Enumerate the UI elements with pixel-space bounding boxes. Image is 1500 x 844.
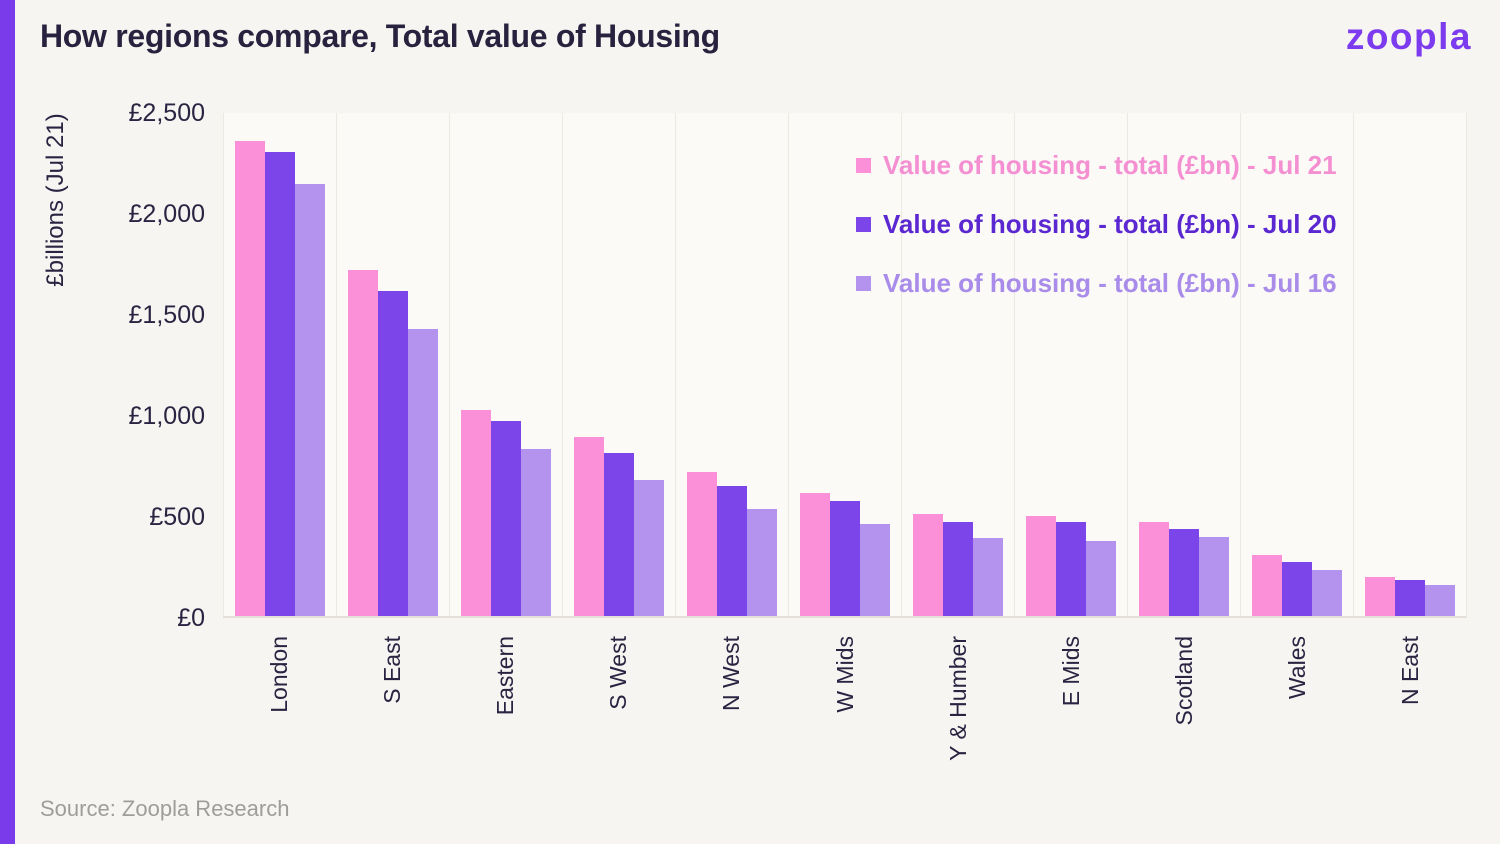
category-cell-y-humber xyxy=(901,113,1014,616)
x-label-cell: N East xyxy=(1354,636,1467,816)
bar-y-humber xyxy=(913,514,943,616)
bar-wales xyxy=(1282,561,1312,616)
x-label-cell: Eastern xyxy=(449,636,562,816)
y-tick-label: £0 xyxy=(177,604,205,632)
y-tick-label: £2,500 xyxy=(128,99,205,127)
x-label-cell: S East xyxy=(336,636,449,816)
category-cell-s-east xyxy=(336,113,449,616)
x-label-cell: Scotland xyxy=(1128,636,1241,816)
legend-label: Value of housing - total (£bn) - Jul 21 xyxy=(883,149,1337,180)
legend-label: Value of housing - total (£bn) - Jul 20 xyxy=(883,208,1337,239)
legend-marker-icon xyxy=(856,216,871,232)
x-label-cell: W Mids xyxy=(788,636,901,816)
y-tick-label: £2,000 xyxy=(128,200,205,228)
bar-e-mids xyxy=(1086,541,1116,616)
legend-marker-icon xyxy=(856,157,871,173)
bar-s-east xyxy=(348,269,378,616)
bar-eastern xyxy=(491,421,521,616)
x-axis-label-e-mids: E Mids xyxy=(1057,636,1084,707)
category-cell-n-east xyxy=(1353,113,1466,616)
category-cell-london xyxy=(223,113,336,616)
bar-s-west xyxy=(634,479,664,616)
x-label-cell: E Mids xyxy=(1015,636,1128,816)
bar-s-east xyxy=(378,290,408,616)
x-axis-label-wales: Wales xyxy=(1283,636,1310,700)
bar-y-humber xyxy=(943,522,973,616)
x-label-cell: London xyxy=(223,636,336,816)
x-label-cell: S West xyxy=(562,636,675,816)
x-axis-label-london: London xyxy=(266,636,293,713)
bar-n-west xyxy=(687,471,717,616)
bar-e-mids xyxy=(1056,522,1086,616)
bar-s-west xyxy=(604,453,634,616)
x-axis-labels: London S East Eastern S West N West W Mids Y &… xyxy=(223,636,1467,816)
source-note: Source: Zoopla Research xyxy=(40,796,290,821)
category-cell-n-west xyxy=(675,113,788,616)
x-axis-label-s-west: S West xyxy=(605,636,632,710)
bar-s-east xyxy=(408,329,438,616)
x-axis-label-eastern: Eastern xyxy=(492,636,519,716)
bar-london xyxy=(265,152,295,616)
legend-marker-icon xyxy=(856,275,871,291)
bar-w-mids xyxy=(830,500,860,616)
bar-eastern xyxy=(521,449,551,616)
x-label-cell: Wales xyxy=(1241,636,1354,816)
chart-legend: Value of housing - total (£bn) - Jul 21 V… xyxy=(856,146,1337,323)
bar-s-west xyxy=(574,437,604,616)
x-axis-label-n-west: N West xyxy=(718,636,745,711)
bar-eastern xyxy=(461,410,491,616)
chart-title: How regions compare, Total value of Hous… xyxy=(40,18,720,54)
bar-y-humber xyxy=(973,538,1003,616)
x-label-cell: Y & Humber xyxy=(902,636,1015,816)
category-cell-w-mids xyxy=(788,113,901,616)
bar-wales xyxy=(1252,555,1282,616)
legend-label: Value of housing - total (£bn) - Jul 16 xyxy=(883,267,1337,298)
bar-london xyxy=(295,183,325,616)
x-axis-label-scotland: Scotland xyxy=(1170,636,1197,726)
x-axis-label-y-humber: Y & Humber xyxy=(944,636,971,761)
category-cell-e-mids xyxy=(1014,113,1127,616)
zoopla-logo: zoopla xyxy=(1345,16,1472,57)
legend-item-jul-21[interactable]: Value of housing - total (£bn) - Jul 21 xyxy=(856,146,1337,184)
category-cell-scotland xyxy=(1127,113,1240,616)
bar-w-mids xyxy=(860,524,890,616)
bar-scotland xyxy=(1169,529,1199,616)
category-cell-eastern xyxy=(449,113,562,616)
bar-n-east xyxy=(1395,579,1425,616)
accent-stripe xyxy=(0,0,15,844)
bar-w-mids xyxy=(800,492,830,616)
bar-n-east xyxy=(1425,584,1455,616)
x-axis-label-n-east: N East xyxy=(1396,636,1423,706)
y-tick-label: £1,500 xyxy=(128,301,205,329)
category-cell-s-west xyxy=(562,113,675,616)
bar-e-mids xyxy=(1026,516,1056,616)
legend-item-jul-16[interactable]: Value of housing - total (£bn) - Jul 16 xyxy=(856,264,1337,302)
x-label-cell: N West xyxy=(675,636,788,816)
category-cell-wales xyxy=(1240,113,1353,616)
y-tick-label: £500 xyxy=(149,503,205,531)
y-tick-label: £1,000 xyxy=(128,402,205,430)
bar-scotland xyxy=(1199,537,1229,616)
bar-n-west xyxy=(747,508,777,616)
x-axis-label-s-east: S East xyxy=(379,636,406,704)
legend-item-jul-20[interactable]: Value of housing - total (£bn) - Jul 20 xyxy=(856,205,1337,243)
bar-london xyxy=(235,141,265,616)
bar-n-east xyxy=(1365,577,1395,616)
bar-scotland xyxy=(1139,522,1169,616)
bar-wales xyxy=(1312,569,1342,616)
x-axis-label-w-mids: W Mids xyxy=(831,636,858,713)
plot-area xyxy=(223,113,1467,618)
bar-n-west xyxy=(717,485,747,616)
